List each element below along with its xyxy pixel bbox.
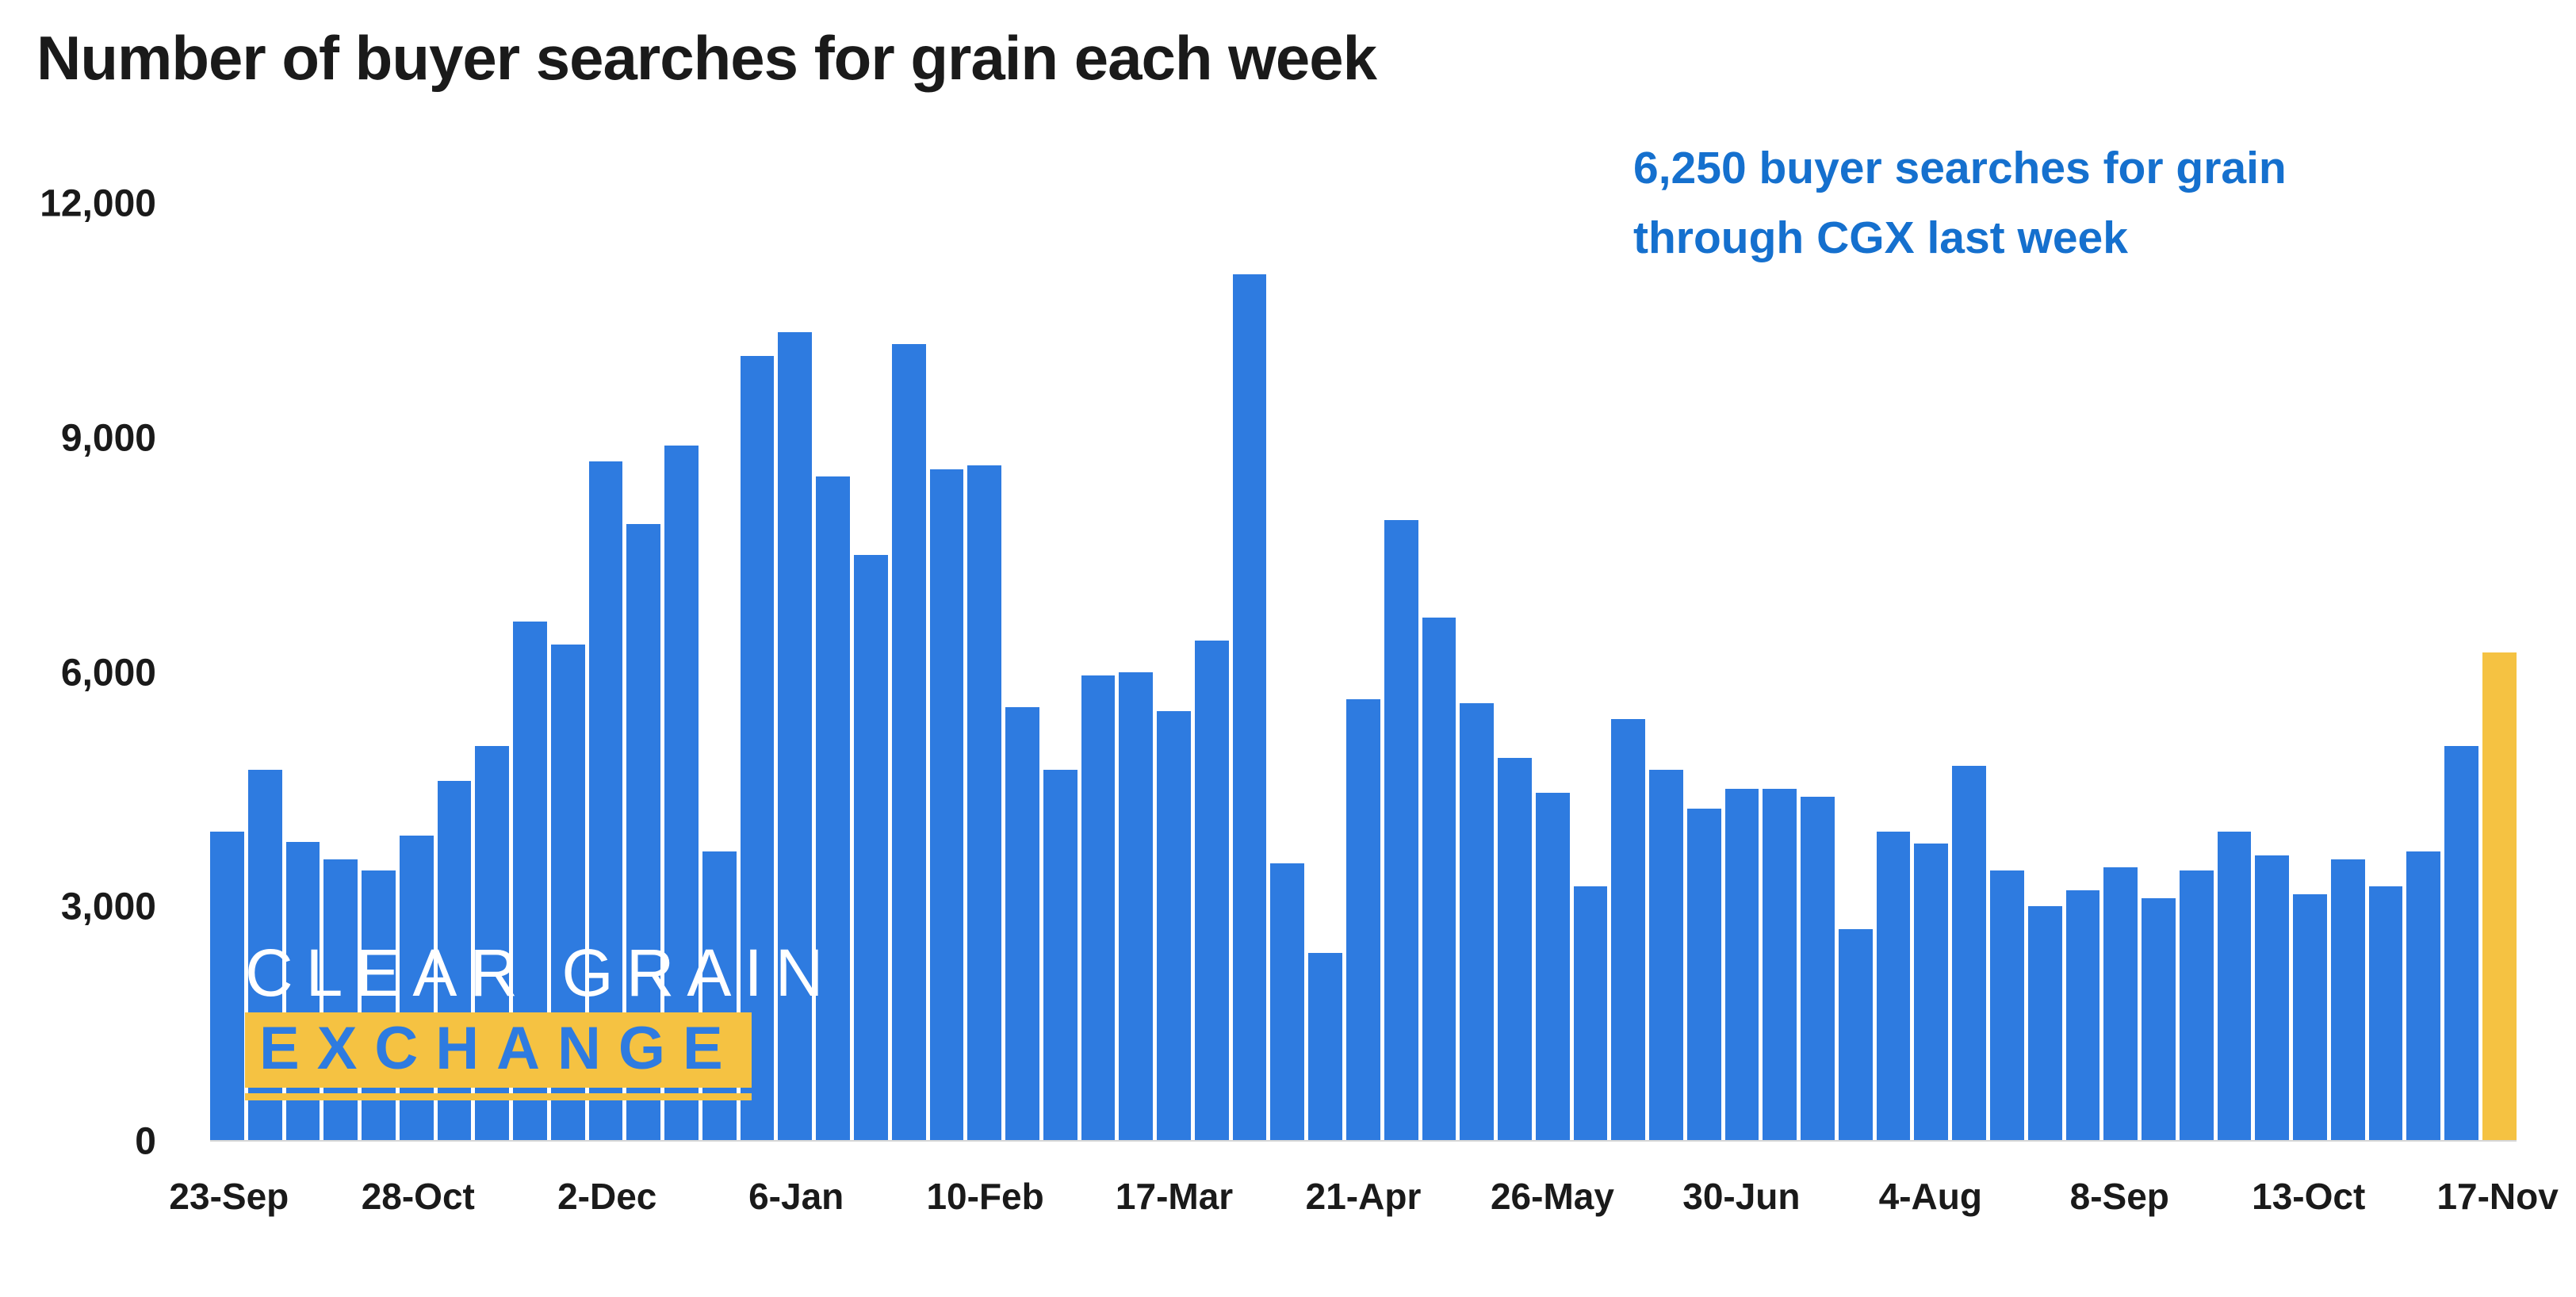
bar — [1801, 796, 1835, 1140]
bar — [2065, 890, 2100, 1140]
bar — [1345, 698, 1380, 1140]
logo-text-clear-grain: CLEAR GRAIN — [245, 935, 836, 1010]
bar — [399, 836, 434, 1140]
bar — [2293, 894, 2327, 1140]
bar — [1914, 844, 1949, 1140]
x-tick-label: 2-Dec — [557, 1176, 657, 1217]
bar — [1194, 641, 1229, 1140]
logo-exchange-block: EXCHANGE — [245, 1012, 752, 1100]
x-tick-label: 8-Sep — [2069, 1176, 2169, 1217]
x-tick-label: 23-Sep — [169, 1176, 289, 1217]
bar — [891, 344, 926, 1140]
bar — [1043, 769, 1077, 1140]
bar — [1232, 274, 1267, 1140]
bar — [2368, 886, 2403, 1140]
x-axis: 23-Sep 28-Oct 2-Dec 6-Jan 10-Feb 17-Mar 21-Apr… — [169, 1175, 2558, 1222]
bar — [285, 842, 320, 1140]
x-tick-label: 21-Apr — [1305, 1176, 1422, 1217]
x-tick-label: 13-Oct — [2252, 1176, 2366, 1217]
bar — [2406, 851, 2441, 1140]
bar — [967, 465, 1002, 1140]
x-tick-label: 4-Aug — [1878, 1176, 1982, 1217]
logo-underline — [245, 1093, 752, 1100]
y-axis: 0 3,000 6,000 9,000 12,000 — [0, 183, 163, 1163]
bar — [1081, 675, 1116, 1140]
bar-highlight-last-week — [2482, 652, 2517, 1140]
bar — [929, 469, 964, 1140]
x-tick-label: 6-Jan — [748, 1176, 844, 1217]
bar — [1952, 765, 1986, 1140]
bar — [1308, 952, 1342, 1140]
bar — [210, 832, 244, 1140]
bar — [702, 851, 737, 1140]
y-tick-label: 3,000 — [60, 886, 156, 928]
x-tick-label: 10-Feb — [926, 1176, 1044, 1217]
x-tick-label: 17-Nov — [2436, 1176, 2559, 1217]
bar — [1649, 769, 1683, 1140]
chart-annotation: 6,250 buyer searches for grain through C… — [1633, 133, 2287, 274]
y-tick-label: 6,000 — [60, 652, 156, 694]
bar — [1989, 870, 2024, 1140]
y-tick-label: 9,000 — [60, 417, 156, 460]
x-tick-label: 26-May — [1490, 1176, 1614, 1217]
x-tick-label: 28-Oct — [361, 1176, 475, 1217]
x-tick-label: 30-Jun — [1682, 1176, 1801, 1217]
bar — [816, 476, 851, 1140]
logo-text-exchange: EXCHANGE — [245, 1012, 752, 1088]
bar — [1157, 710, 1191, 1140]
bar — [2103, 867, 2138, 1140]
bar — [1384, 519, 1418, 1140]
bar — [1422, 617, 1456, 1140]
bar — [323, 859, 358, 1140]
annotation-line-2: through CGX last week — [1633, 212, 2128, 264]
annotation-line-1: 6,250 buyer searches for grain — [1633, 143, 2287, 193]
bar — [2179, 870, 2214, 1140]
bar — [778, 332, 813, 1140]
bar — [1838, 929, 1873, 1140]
bar — [2444, 746, 2478, 1140]
y-tick-label: 0 — [135, 1120, 156, 1163]
bar — [740, 355, 775, 1140]
bar — [1005, 706, 1039, 1140]
bar — [2027, 905, 2062, 1140]
bar — [1724, 789, 1759, 1140]
x-tick-label: 17-Mar — [1115, 1176, 1234, 1217]
bar — [1535, 793, 1570, 1140]
clear-grain-exchange-logo: CLEAR GRAIN EXCHANGE — [245, 938, 836, 1100]
bar — [854, 554, 888, 1140]
bar — [2217, 832, 2252, 1140]
bar — [2330, 859, 2365, 1140]
bar — [1763, 789, 1797, 1140]
bar — [1611, 718, 1646, 1140]
bar — [1686, 808, 1721, 1140]
plot-area: CLEAR GRAIN EXCHANGE — [210, 204, 2517, 1142]
bar — [1460, 702, 1495, 1140]
bar — [1119, 671, 1154, 1140]
bar — [1498, 757, 1532, 1140]
bar — [1573, 886, 1608, 1140]
bar — [1876, 832, 1911, 1140]
y-tick-label: 12,000 — [40, 182, 156, 225]
bar — [1270, 863, 1305, 1140]
bar — [2142, 897, 2176, 1140]
chart-title: Number of buyer searches for grain each … — [36, 23, 1377, 93]
bar — [2255, 855, 2290, 1140]
